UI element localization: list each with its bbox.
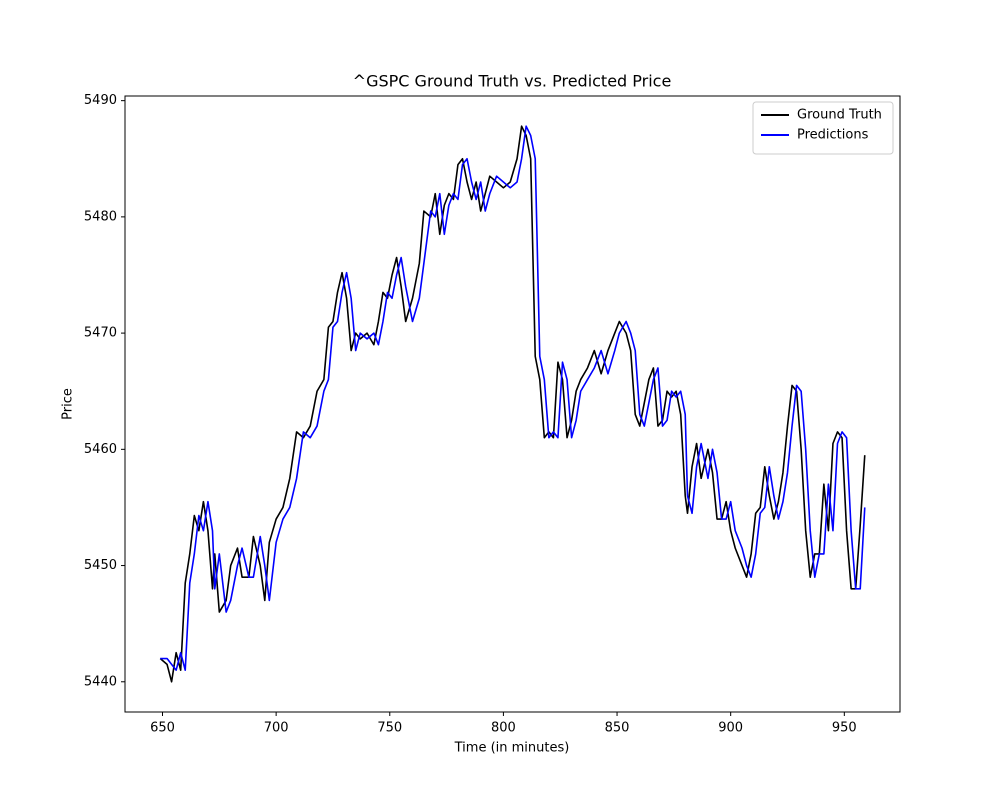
legend-label: Ground Truth — [797, 108, 882, 123]
chart-title: ^GSPC Ground Truth vs. Predicted Price — [353, 72, 672, 91]
x-tick-label: 850 — [605, 721, 630, 736]
y-tick-label: 5480 — [84, 209, 117, 224]
x-tick-label: 900 — [718, 721, 743, 736]
y-tick-label: 5470 — [84, 326, 117, 341]
y-tick-label: 5490 — [84, 93, 117, 108]
line-series — [159, 125, 866, 683]
x-tick-label: 650 — [150, 721, 175, 736]
x-axis-label: Time (in minutes) — [454, 741, 570, 756]
x-tick-label: 950 — [832, 721, 857, 736]
x-tick-label: 800 — [491, 721, 516, 736]
y-tick-label: 5450 — [84, 558, 117, 573]
y-tick-label: 5440 — [84, 674, 117, 689]
line-series — [160, 125, 866, 671]
plot-frame — [124, 95, 901, 713]
x-tick-label: 700 — [264, 721, 289, 736]
legend-label: Predictions — [797, 128, 869, 143]
x-tick-label: 750 — [377, 721, 402, 736]
y-tick-label: 5460 — [84, 442, 117, 457]
y-axis-label: Price — [61, 388, 76, 420]
